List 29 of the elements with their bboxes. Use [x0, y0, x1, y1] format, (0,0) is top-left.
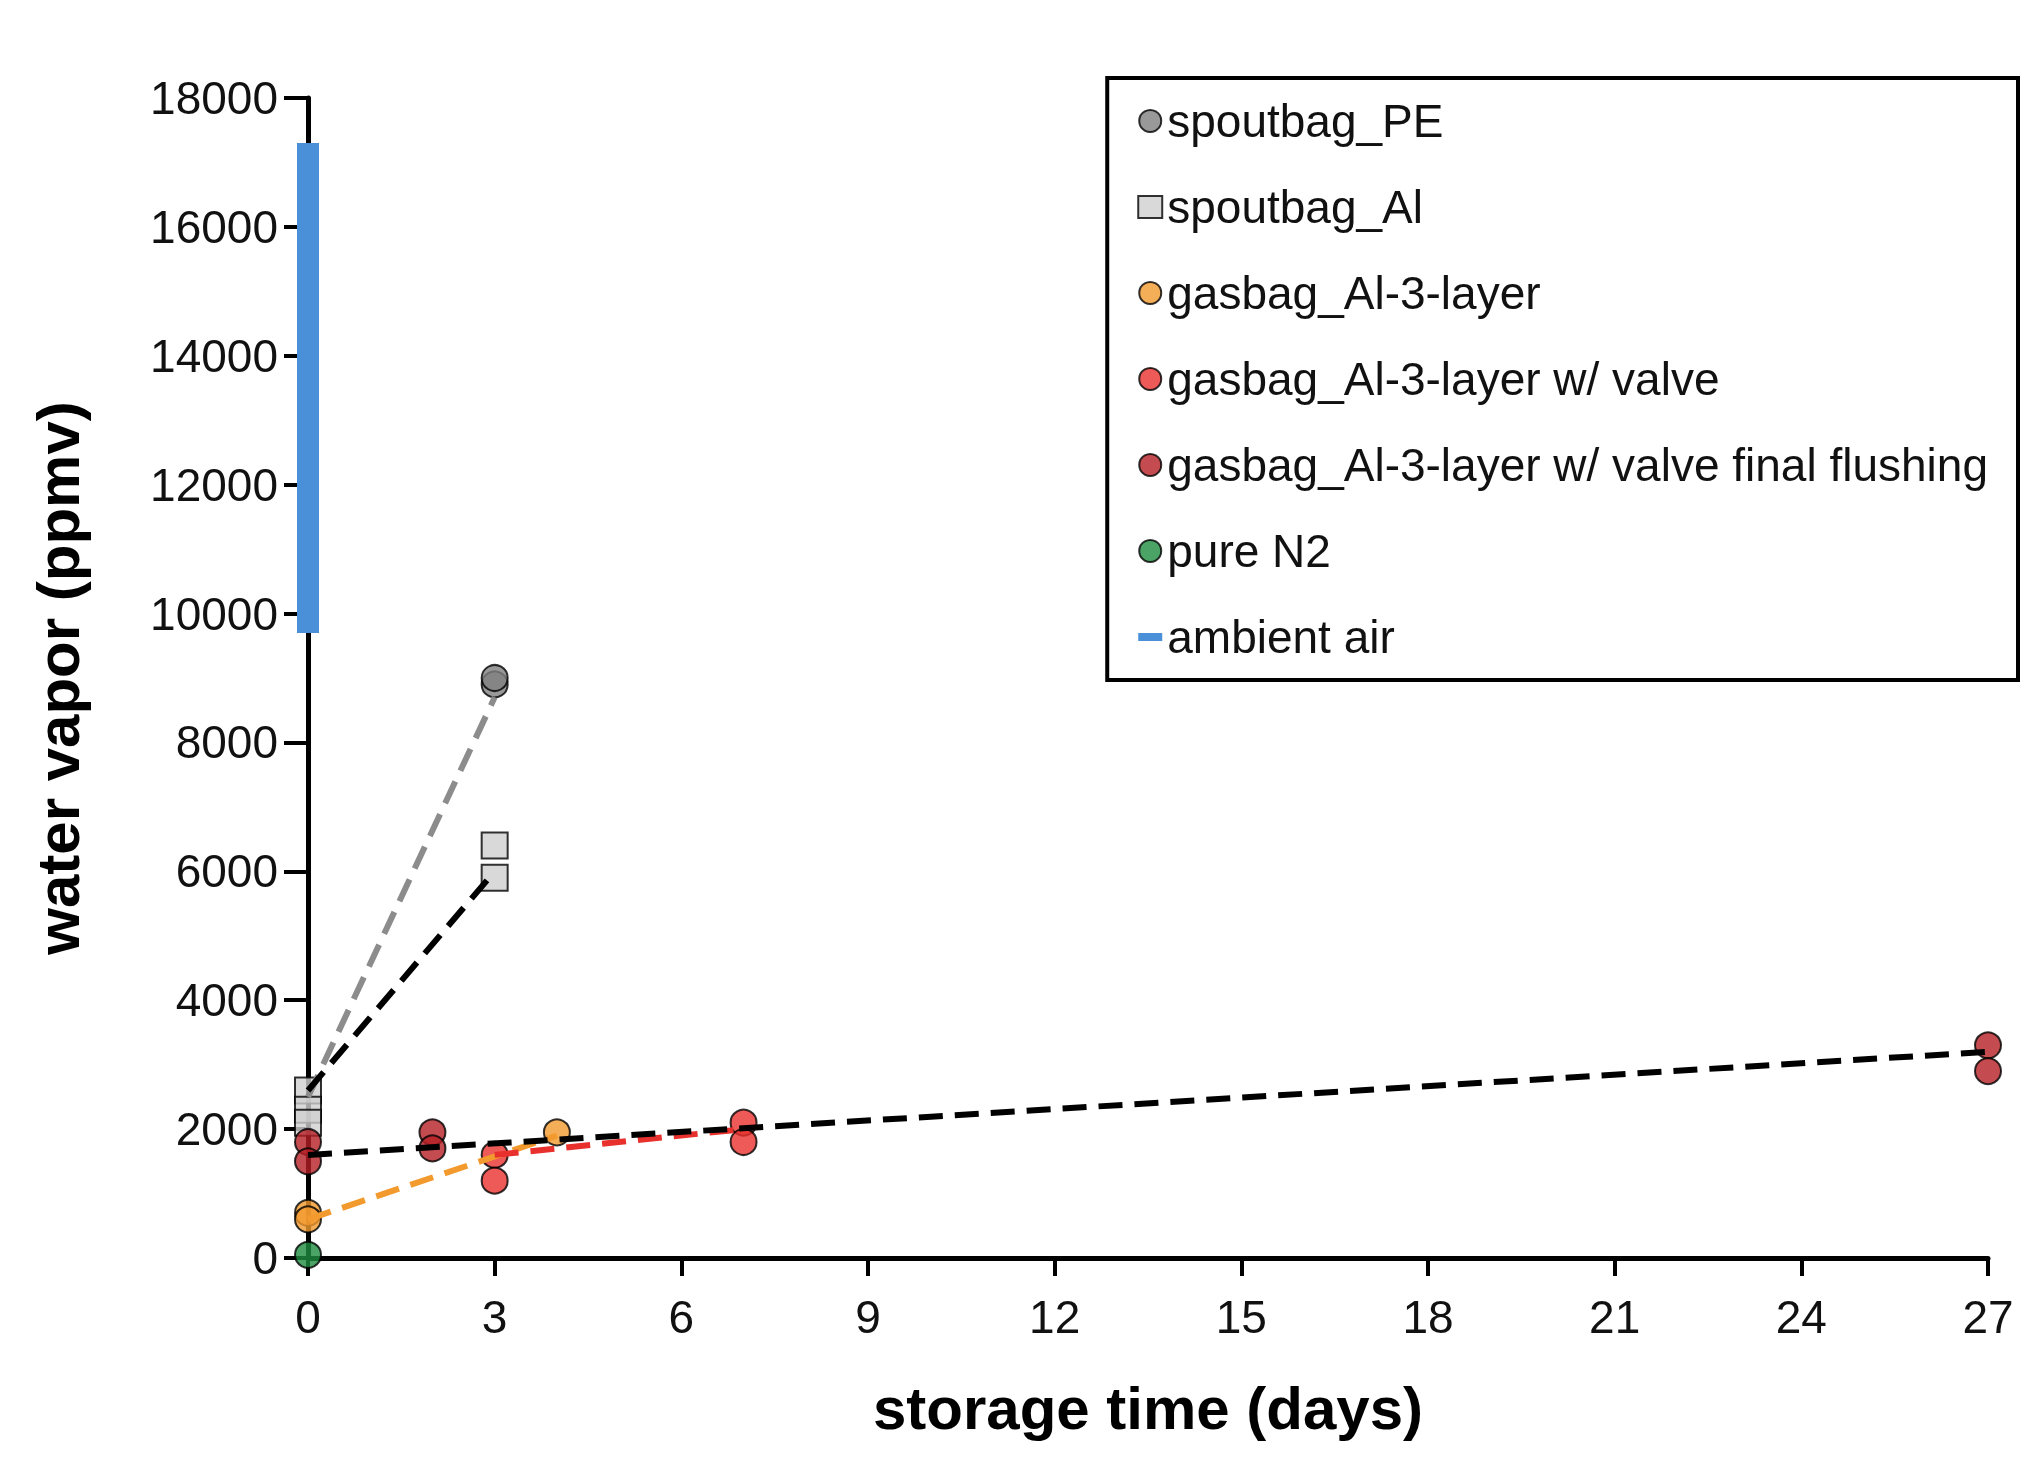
x-tick-label: 12 [1029, 1291, 1081, 1343]
legend-label: spoutbag_Al [1167, 181, 1423, 233]
y-tick-label: 8000 [175, 716, 278, 769]
y-tick-label: 12000 [150, 458, 278, 511]
y-axis-title: water vapor (ppmv) [24, 401, 92, 956]
x-tick-label: 24 [1775, 1291, 1827, 1343]
legend-label: gasbag_Al-3-layer [1167, 267, 1541, 319]
legend-label: pure N2 [1167, 525, 1331, 577]
x-tick-label: 6 [668, 1291, 695, 1343]
x-tick-label: 3 [481, 1291, 508, 1343]
y-tick-label: 14000 [150, 329, 278, 382]
x-tick-label: 9 [855, 1291, 881, 1343]
y-tick-label: 4000 [175, 974, 278, 1027]
y-tick-label: 6000 [175, 845, 278, 898]
y-tick-label: 10000 [150, 587, 278, 640]
x-tick-label: 0 [295, 1291, 321, 1343]
y-tick-label: 18000 [150, 72, 278, 124]
x-tick-label: 27 [1962, 1291, 2014, 1343]
x-axis-title: storage time (days) [872, 1374, 1424, 1442]
x-tick-label: 15 [1215, 1291, 1267, 1343]
legend-label: gasbag_Al-3-layer w/ valve final flushing [1167, 439, 1989, 491]
legend-label: ambient air [1167, 611, 1395, 663]
y-tick-label: 0 [252, 1232, 278, 1284]
y-tick-label: 2000 [175, 1103, 278, 1156]
y-tick-label: 16000 [150, 200, 278, 253]
legend-label: spoutbag_PE [1167, 95, 1444, 147]
legend-label: gasbag_Al-3-layer w/ valve [1167, 353, 1720, 405]
x-tick-label: 21 [1589, 1291, 1641, 1343]
x-tick-label: 18 [1402, 1291, 1454, 1343]
